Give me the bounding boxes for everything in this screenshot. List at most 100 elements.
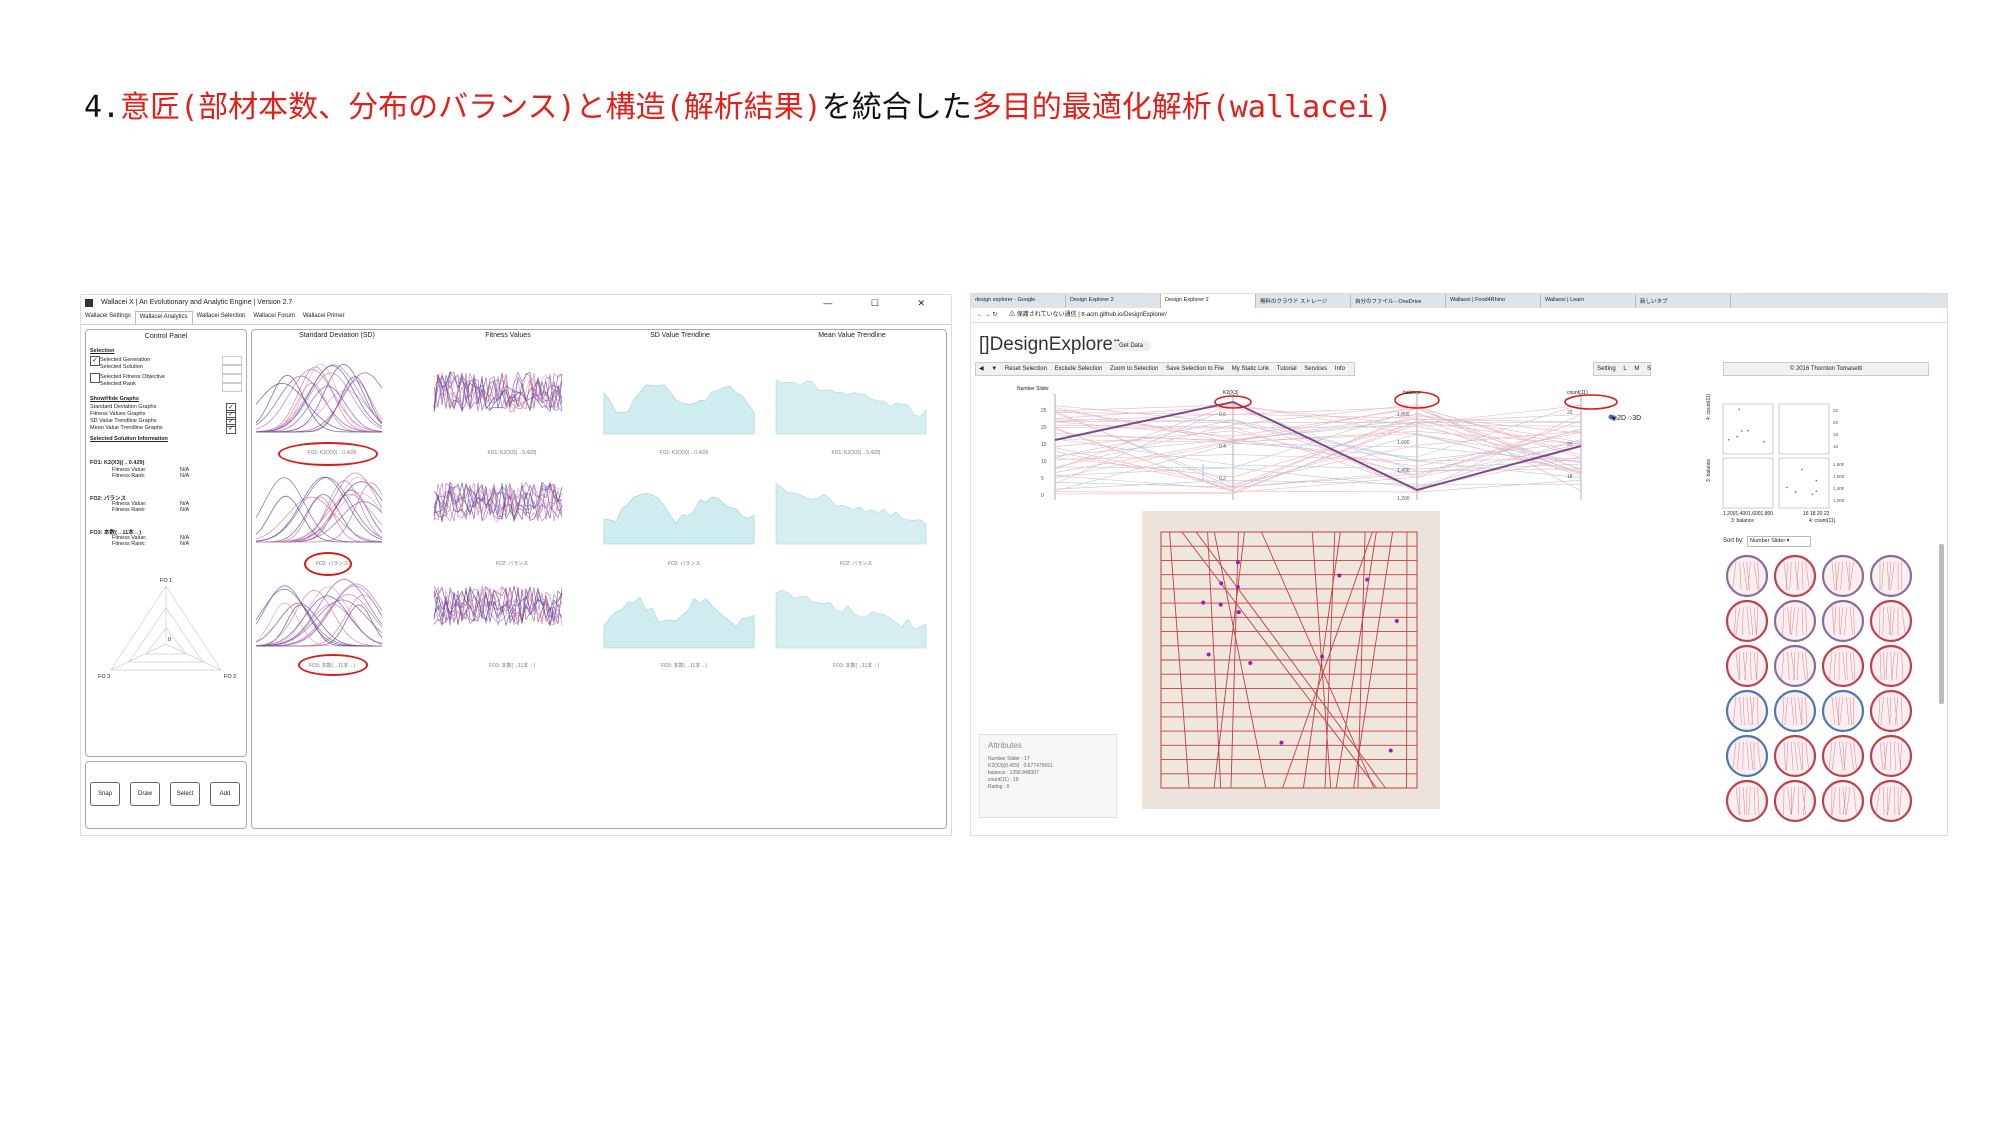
parallel-line: [1054, 418, 1582, 441]
get-data-button[interactable]: Get Data: [1111, 341, 1152, 351]
thumbnail-member: [1882, 606, 1884, 636]
address-bar[interactable]: ← → ↻ ⚠ 保護されていない通信 | tt-acm.github.io/De…: [971, 308, 1947, 323]
thumbnail-member: [1890, 651, 1893, 681]
static-link-button[interactable]: My Static Link: [1231, 366, 1270, 372]
toggle-sd-trend-label: SD Value Trendline Graphs: [90, 418, 157, 424]
selected-parallel-line: [1054, 400, 1582, 492]
thumbnail-member: [1746, 741, 1750, 771]
toolbar-prev[interactable]: ◀: [979, 366, 984, 372]
design-thumbnail: [1821, 779, 1865, 823]
tab-selection[interactable]: Wallacei Selection: [196, 313, 246, 319]
scatter-point: [1815, 479, 1818, 482]
toggle-fitness-checkbox[interactable]: ✓: [226, 410, 236, 420]
tab-primer[interactable]: Wallacei Primer: [302, 313, 345, 319]
wallacei-tabbar: Wallacei Settings Wallacei Analytics Wal…: [81, 311, 951, 325]
browser-tab-6[interactable]: Wallacei | Food4Rhino: [1446, 294, 1541, 308]
services-button[interactable]: Services: [1304, 366, 1328, 372]
snap-button[interactable]: Snap: [90, 782, 120, 806]
rank-input[interactable]: [222, 383, 242, 392]
zoom-selection-button[interactable]: Zoom to Selection: [1110, 366, 1159, 372]
thumbnail-member: [1853, 786, 1857, 816]
attr-row: balance : 1256.848307: [988, 770, 1039, 776]
radar-center-label: 0: [168, 637, 172, 643]
thumbnail-member: [1786, 741, 1788, 771]
sd-trend-area: [603, 596, 755, 649]
tab-forum[interactable]: Wallacei Forum: [253, 313, 295, 319]
fitness-line: [433, 488, 563, 523]
structure-node: [1206, 652, 1211, 657]
attr-row: Rating : 0: [988, 784, 1010, 790]
nav-arrows-icon[interactable]: ← → ↻: [977, 312, 998, 318]
tab-analytics[interactable]: Wallacei Analytics: [134, 311, 193, 324]
tab-settings[interactable]: Wallacei Settings: [85, 313, 131, 319]
browser-tab-7[interactable]: Wallacei | Learn: [1541, 294, 1636, 308]
solution-input[interactable]: [222, 365, 242, 374]
browser-tab-1[interactable]: design explorer - Google: [971, 294, 1066, 308]
exclude-selection-button[interactable]: Exclude Selection: [1054, 366, 1103, 372]
thumbnail-member: [1790, 696, 1795, 726]
browser-tab-2[interactable]: Design Explorer 2: [1066, 294, 1161, 308]
attributes-panel: Attributes Number Slider : 17 K2(X3)(0.4…: [979, 734, 1117, 818]
browser-tab-5[interactable]: 自分のファイル - OneDrive: [1351, 294, 1446, 308]
sort-select[interactable]: Number Slider ▾: [1747, 536, 1811, 547]
title-part-1: 意匠(部材本数、分布のバランス)と構造(解析結果): [120, 90, 822, 125]
thumbnail-member: [1879, 651, 1882, 681]
parallel-line: [1054, 405, 1582, 479]
sd-curve: [256, 372, 383, 433]
scatter-point: [1736, 435, 1738, 438]
design-thumbnail: [1773, 734, 1817, 778]
add-button[interactable]: Add: [210, 782, 240, 806]
axis-tick-label: 5: [1041, 476, 1044, 482]
thumbnail-member: [1747, 561, 1751, 591]
structure-node: [1279, 740, 1284, 745]
browser-tab-4[interactable]: 無料のクラウド ストレージ: [1256, 294, 1351, 308]
size-m[interactable]: M: [1634, 366, 1640, 372]
thumbnail-member: [1751, 696, 1755, 726]
toolbar-dropdown[interactable]: ▼: [991, 366, 998, 372]
wallacei-app-icon: [85, 299, 93, 307]
thumbnail-member: [1787, 651, 1790, 681]
objective-input[interactable]: [222, 374, 242, 383]
toggle-mean-trend-checkbox[interactable]: ✓: [226, 424, 236, 434]
toggle-fitness-label: Fitness Values Graphs: [90, 411, 146, 417]
annotation-circle-fo1: [278, 442, 378, 466]
parallel-line: [1054, 428, 1582, 476]
de-logo: []DesignExplorer: [979, 334, 1119, 356]
browser-tab-8[interactable]: 新しいタブ: [1636, 294, 1731, 308]
structure-member: [1181, 531, 1377, 789]
structure-member: [1261, 531, 1375, 789]
thumbnail-member: [1794, 561, 1799, 591]
browser-tab-3[interactable]: Design Explorer 2: [1161, 294, 1256, 308]
selected-generation-checkbox[interactable]: ✓: [90, 356, 100, 366]
sd-curve: [255, 595, 383, 647]
header-fitness: Fitness Values: [485, 332, 531, 339]
row2-caption-mean-trend: FO2: バランス: [839, 561, 873, 567]
view-toggle[interactable]: ◉2D ○3D: [1611, 415, 1642, 422]
thumbnail-member: [1798, 696, 1802, 726]
size-l[interactable]: L: [1623, 366, 1627, 372]
parallel-line: [1054, 439, 1582, 488]
toggle-sd-checkbox[interactable]: ✓: [226, 403, 236, 413]
setting-button[interactable]: Setting: [1597, 366, 1616, 372]
radar-label-fo2: FO 2: [224, 674, 237, 680]
reset-selection-button[interactable]: Reset Selection: [1004, 366, 1047, 372]
fo2-fitness-rank: N/A: [180, 507, 190, 513]
axis-tick-label: 0.4: [1219, 444, 1226, 450]
generation-input[interactable]: [222, 356, 242, 365]
fitness-objective-checkbox[interactable]: [90, 373, 100, 383]
logo-text: DesignExplorer: [989, 334, 1120, 355]
thumbnail-member: [1846, 696, 1850, 726]
select-button[interactable]: Select: [170, 782, 200, 806]
size-s[interactable]: S: [1647, 366, 1652, 372]
save-selection-button[interactable]: Save Selection to File: [1166, 366, 1225, 372]
draw-button[interactable]: Draw: [130, 782, 160, 806]
thumbnail-member: [1803, 786, 1806, 816]
thumbnail-member: [1785, 561, 1788, 591]
info-button[interactable]: Info: [1334, 366, 1345, 372]
thumbnail-member: [1886, 561, 1890, 591]
toggle-sd-trend-checkbox[interactable]: ✓: [226, 417, 236, 427]
thumbnail-member: [1735, 606, 1740, 636]
scatter-cell: [1722, 457, 1774, 509]
tutorial-button[interactable]: Tutorial: [1276, 366, 1297, 372]
window-controls[interactable]: — ☐ ✕: [823, 298, 943, 308]
